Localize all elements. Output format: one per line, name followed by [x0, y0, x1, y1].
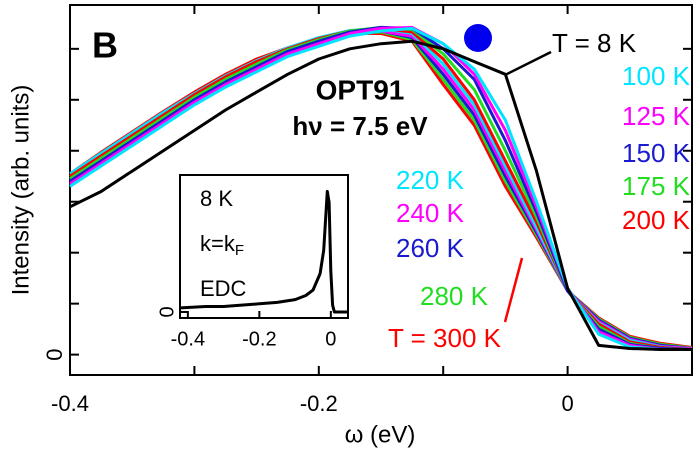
edc-curve [69, 39, 692, 351]
inset-frame [179, 174, 349, 319]
edc-curve [69, 26, 692, 351]
legend-label: 200 K [622, 205, 691, 235]
chart-subtitle: hν = 7.5 eV [292, 111, 428, 141]
y-tick-label: 0 [156, 306, 178, 317]
panel-label: B [92, 25, 118, 66]
legend-label: 100 K [622, 61, 691, 91]
y-tick-label: 0 [42, 348, 67, 360]
legend-label: 150 K [622, 138, 691, 168]
legend-label: T = 8 K [552, 28, 637, 58]
legend-label: 260 K [396, 233, 465, 263]
legend-label: 220 K [396, 165, 465, 195]
inset-label-main: k=k [200, 231, 236, 256]
inset-label: EDC [200, 276, 247, 301]
plot-frame [69, 4, 693, 376]
x-tick-label: -0.4 [51, 391, 89, 416]
chart-title: OPT91 [316, 74, 405, 105]
marker-dot [464, 24, 492, 52]
edc-curve [180, 189, 348, 314]
label-pointer [503, 257, 524, 323]
label-pointer [504, 50, 552, 77]
legend-label: 175 K [622, 171, 691, 201]
x-tick-label: 0 [561, 391, 573, 416]
x-tick-label: -0.2 [300, 391, 338, 416]
legend-label: 280 K [420, 281, 489, 311]
legend-label: 240 K [396, 198, 465, 228]
inset-label-sub: F [235, 242, 244, 259]
x-tick-label: -0.2 [242, 328, 276, 350]
legend-label: 125 K [622, 101, 691, 131]
y-axis-title: Intensity (arb. units) [7, 85, 34, 296]
inset-label: k=kF [200, 231, 244, 259]
legend-label: T = 300 K [388, 323, 502, 353]
x-tick-label: 0 [325, 328, 336, 350]
inset-label: 8 K [200, 186, 233, 211]
x-axis-title: ω (eV) [345, 421, 416, 448]
x-tick-label: -0.4 [171, 328, 205, 350]
